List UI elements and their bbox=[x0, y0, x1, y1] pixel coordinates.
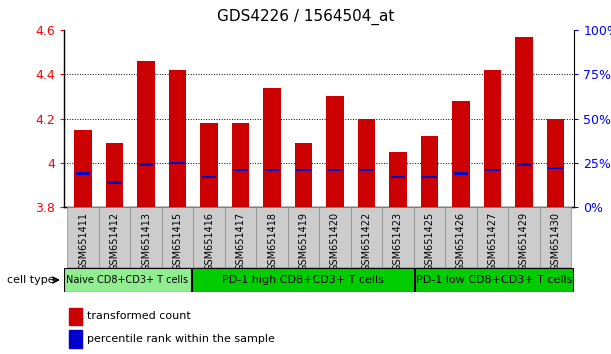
Bar bbox=[414, 207, 445, 267]
Bar bbox=[508, 207, 540, 267]
Text: GSM651415: GSM651415 bbox=[172, 212, 183, 271]
Bar bbox=[477, 207, 508, 267]
Bar bbox=[108, 181, 122, 184]
Text: GSM651422: GSM651422 bbox=[362, 212, 371, 271]
Bar bbox=[452, 101, 470, 207]
Text: GSM651412: GSM651412 bbox=[109, 212, 120, 271]
Bar bbox=[225, 207, 256, 267]
Text: GSM651420: GSM651420 bbox=[330, 212, 340, 271]
Bar bbox=[233, 169, 247, 171]
Bar bbox=[454, 172, 468, 175]
Bar bbox=[319, 207, 351, 267]
Bar bbox=[202, 176, 216, 178]
Bar bbox=[169, 70, 186, 207]
Text: GSM651413: GSM651413 bbox=[141, 212, 151, 271]
Bar bbox=[288, 207, 320, 267]
Bar bbox=[69, 330, 82, 348]
Bar bbox=[75, 130, 92, 207]
Bar bbox=[540, 207, 571, 267]
Text: GSM651427: GSM651427 bbox=[488, 212, 497, 271]
Bar bbox=[547, 119, 564, 207]
Bar bbox=[162, 207, 193, 267]
Text: transformed count: transformed count bbox=[87, 312, 191, 321]
Bar bbox=[69, 308, 82, 325]
Bar bbox=[358, 119, 375, 207]
Text: GSM651429: GSM651429 bbox=[519, 212, 529, 271]
Bar bbox=[422, 176, 436, 178]
Bar bbox=[484, 70, 501, 207]
Text: GSM651426: GSM651426 bbox=[456, 212, 466, 271]
Bar bbox=[67, 207, 99, 267]
Bar bbox=[382, 207, 414, 267]
Bar bbox=[192, 268, 414, 292]
Bar bbox=[200, 123, 218, 207]
Bar bbox=[106, 143, 123, 207]
Text: cell type: cell type bbox=[7, 275, 55, 285]
Bar bbox=[296, 169, 310, 171]
Bar bbox=[391, 176, 405, 178]
Bar bbox=[295, 143, 312, 207]
Text: GSM651430: GSM651430 bbox=[551, 212, 560, 271]
Text: GDS4226 / 1564504_at: GDS4226 / 1564504_at bbox=[217, 9, 394, 25]
Bar bbox=[515, 37, 533, 207]
Bar bbox=[232, 123, 249, 207]
Bar bbox=[64, 268, 191, 292]
Text: PD-1 high CD8+CD3+ T cells: PD-1 high CD8+CD3+ T cells bbox=[222, 275, 384, 285]
Bar bbox=[130, 207, 162, 267]
Text: percentile rank within the sample: percentile rank within the sample bbox=[87, 334, 275, 344]
Bar bbox=[548, 167, 563, 170]
Bar bbox=[170, 161, 185, 164]
Text: GSM651419: GSM651419 bbox=[299, 212, 309, 271]
Text: GSM651418: GSM651418 bbox=[267, 212, 277, 271]
Text: GSM651417: GSM651417 bbox=[235, 212, 246, 271]
Bar bbox=[76, 172, 90, 175]
Bar bbox=[328, 169, 342, 171]
Text: Naive CD8+CD3+ T cells: Naive CD8+CD3+ T cells bbox=[67, 275, 189, 285]
Bar bbox=[389, 152, 407, 207]
Bar bbox=[263, 88, 280, 207]
Bar bbox=[359, 169, 373, 171]
Bar bbox=[415, 268, 573, 292]
Text: GSM651411: GSM651411 bbox=[78, 212, 88, 271]
Bar bbox=[421, 136, 438, 207]
Text: GSM651416: GSM651416 bbox=[204, 212, 214, 271]
Text: GSM651423: GSM651423 bbox=[393, 212, 403, 271]
Bar bbox=[99, 207, 130, 267]
Bar bbox=[445, 207, 477, 267]
Bar bbox=[193, 207, 225, 267]
Bar bbox=[265, 169, 279, 171]
Bar bbox=[326, 96, 343, 207]
Bar bbox=[139, 163, 153, 166]
Bar bbox=[485, 169, 500, 171]
Text: PD-1 low CD8+CD3+ T cells: PD-1 low CD8+CD3+ T cells bbox=[416, 275, 573, 285]
Bar bbox=[256, 207, 288, 267]
Bar bbox=[517, 163, 531, 166]
Bar bbox=[351, 207, 382, 267]
Bar bbox=[137, 61, 155, 207]
Text: GSM651425: GSM651425 bbox=[425, 212, 434, 271]
